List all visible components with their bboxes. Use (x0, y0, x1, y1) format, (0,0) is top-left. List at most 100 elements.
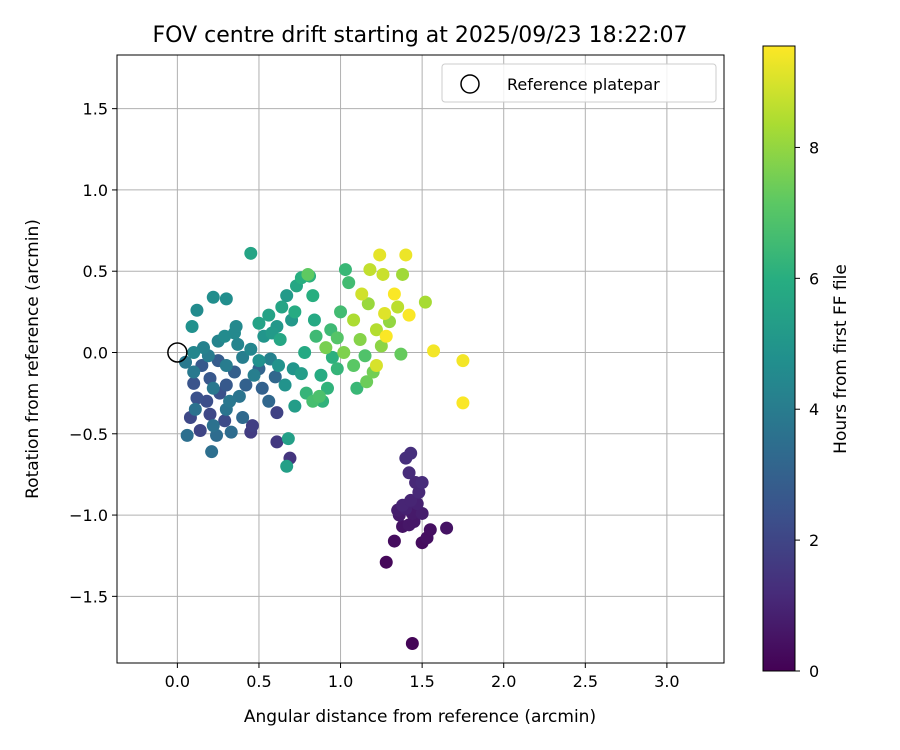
scatter-point (404, 493, 418, 507)
scatter-point (219, 292, 233, 306)
y-tick-label: −1.0 (69, 506, 108, 525)
scatter-point (307, 313, 321, 327)
scatter-point (231, 337, 245, 351)
scatter-point (232, 389, 246, 403)
scatter-point (272, 359, 286, 373)
scatter-point (262, 308, 276, 322)
scatter-point (342, 276, 356, 290)
scatter-point (187, 376, 201, 390)
scatter-point (440, 521, 454, 535)
scatter-point (330, 331, 344, 345)
scatter-point (203, 372, 217, 386)
scatter-point (244, 342, 258, 356)
scatter-point (358, 349, 372, 363)
x-tick-label: 1.0 (328, 672, 353, 691)
scatter-point (378, 306, 392, 320)
colorbar-label: Hours from first FF file (831, 264, 851, 454)
scatter-point (219, 378, 233, 392)
scatter-point (399, 248, 413, 262)
scatter-point (224, 425, 238, 439)
grid-lines (117, 55, 724, 663)
colorbar-gradient (762, 45, 796, 672)
scatter-point (423, 523, 437, 537)
scatter-point (415, 476, 429, 490)
scatter-point (418, 295, 432, 309)
scatter-point (255, 381, 269, 395)
scatter-point (236, 411, 250, 425)
chart-title: FOV centre drift starting at 2025/09/23 … (153, 23, 688, 48)
scatter-point (206, 381, 220, 395)
scatter-point (270, 406, 284, 420)
scatter-point (319, 341, 333, 355)
x-tick-label: 2.0 (491, 672, 516, 691)
x-tick-label: 0.5 (246, 672, 271, 691)
y-tick-label: −0.5 (69, 425, 108, 444)
scatter-point (379, 329, 393, 343)
scatter-point (187, 345, 201, 359)
scatter-point (218, 414, 232, 428)
colorbar: 0 2 4 6 8 Hours from first FF file (762, 45, 851, 681)
scatter-point (298, 345, 312, 359)
scatter-point (355, 287, 369, 301)
scatter-point (188, 402, 202, 416)
scatter-point (376, 267, 390, 281)
scatter-point (427, 344, 441, 358)
x-tick-label: 0.0 (165, 672, 190, 691)
scatter-point (379, 555, 393, 569)
scatter-point (456, 396, 470, 410)
scatter-point (205, 445, 219, 459)
reference-marker-layer (167, 342, 188, 363)
colorbar-tick-label: 0 (809, 662, 819, 681)
scatter-point (306, 289, 320, 303)
colorbar-ticks: 0 2 4 6 8 (795, 138, 819, 681)
scatter-point (252, 316, 266, 330)
y-tick-label: 0.5 (83, 262, 108, 281)
scatter-point (404, 446, 418, 460)
scatter-point (363, 263, 377, 277)
x-axis-label: Angular distance from reference (arcmin) (244, 707, 596, 727)
scatter-point (309, 329, 323, 343)
scatter-point (288, 399, 302, 413)
scatter-point (373, 248, 387, 262)
colorbar-tick-label: 8 (809, 138, 819, 157)
scatter-point (369, 359, 383, 373)
legend: Reference platepar (441, 63, 717, 103)
scatter-point (350, 381, 364, 395)
scatter-point (187, 365, 201, 379)
y-tick-label: 0.0 (83, 343, 108, 362)
scatter-point (374, 339, 388, 353)
scatter-point (185, 319, 199, 333)
scatter-point (325, 350, 339, 364)
scatter-point (312, 389, 326, 403)
scatter-point (456, 354, 470, 368)
scatter-point (190, 391, 204, 405)
scatter-point (415, 506, 429, 520)
scatter-point (334, 305, 348, 319)
scatter-point (229, 319, 243, 333)
scatter-point (223, 394, 237, 408)
x-tick-label: 1.5 (409, 672, 434, 691)
x-tick-label: 3.0 (654, 672, 679, 691)
scatter-point (270, 435, 284, 449)
scatter-point (206, 419, 220, 433)
scatter-point (396, 267, 410, 281)
scatter-point (360, 375, 374, 389)
scatter-point (193, 424, 207, 438)
scatter-point (210, 428, 224, 442)
scatter-point (244, 246, 258, 260)
scatter-point (275, 300, 289, 314)
scatter-point (252, 354, 266, 368)
reference-platepar-marker (167, 342, 188, 363)
scatter-point (338, 263, 352, 277)
scatter-point (353, 332, 367, 346)
colorbar-tick-label: 2 (809, 531, 819, 550)
scatter-point (268, 370, 282, 384)
scatter-point (337, 345, 351, 359)
scatter-point (314, 368, 328, 382)
legend-open-circle-icon (460, 74, 480, 94)
scatter-point (412, 485, 426, 499)
scatter-point (281, 432, 295, 446)
legend-box (441, 63, 717, 103)
x-axis-ticks: 0.0 0.5 1.0 1.5 2.0 2.5 3.0 (165, 663, 680, 691)
y-tick-label: 1.5 (83, 100, 108, 119)
